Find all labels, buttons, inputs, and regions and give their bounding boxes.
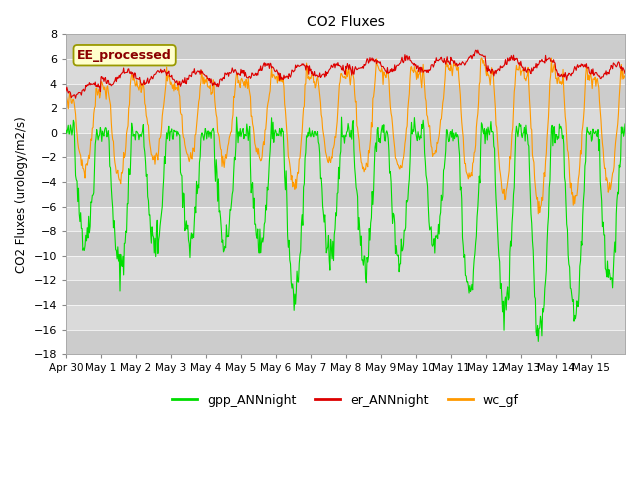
Line: gpp_ANNnight: gpp_ANNnight bbox=[66, 117, 625, 341]
Bar bbox=[66, 330, 625, 354]
Bar bbox=[66, 206, 625, 231]
Bar bbox=[66, 108, 625, 133]
Bar bbox=[66, 157, 625, 182]
Title: CO2 Fluxes: CO2 Fluxes bbox=[307, 15, 385, 29]
Bar bbox=[66, 256, 625, 280]
Line: er_ANNnight: er_ANNnight bbox=[66, 50, 625, 98]
Bar bbox=[66, 35, 625, 59]
Line: wc_gf: wc_gf bbox=[66, 58, 625, 214]
Y-axis label: CO2 Fluxes (urology/m2/s): CO2 Fluxes (urology/m2/s) bbox=[15, 116, 28, 273]
Text: EE_processed: EE_processed bbox=[77, 49, 172, 62]
Bar bbox=[66, 231, 625, 256]
Bar bbox=[66, 305, 625, 330]
Legend: gpp_ANNnight, er_ANNnight, wc_gf: gpp_ANNnight, er_ANNnight, wc_gf bbox=[167, 389, 524, 412]
Bar bbox=[66, 182, 625, 206]
Bar bbox=[66, 133, 625, 157]
Bar bbox=[66, 59, 625, 84]
Bar bbox=[66, 280, 625, 305]
Bar bbox=[66, 84, 625, 108]
